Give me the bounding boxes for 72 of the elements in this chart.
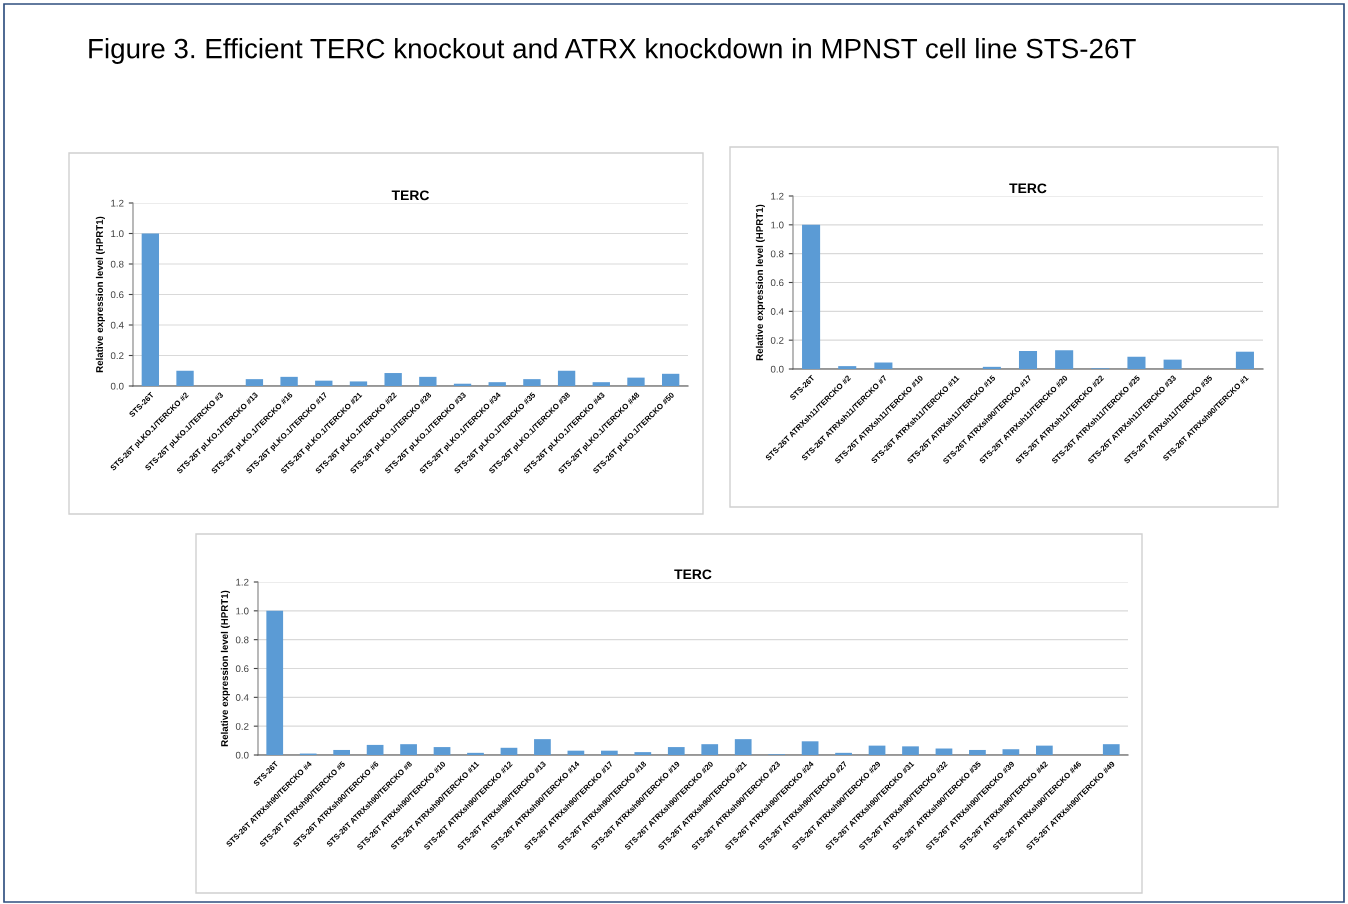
bar	[734, 739, 752, 755]
bar	[500, 747, 518, 755]
y-tick-label: 0.6	[110, 291, 124, 299]
bar	[969, 749, 986, 755]
y-tick-label: 0.8	[770, 250, 784, 258]
bar	[1055, 350, 1074, 369]
bar	[266, 610, 284, 755]
bar	[838, 366, 857, 369]
bar	[141, 233, 160, 386]
y-tick-label: 0.6	[235, 665, 249, 673]
y-tick-label: 0.8	[110, 260, 124, 268]
bar	[661, 373, 680, 386]
bar	[902, 746, 919, 755]
y-tick-label: 0.4	[235, 694, 249, 701]
y-tick-label: 0.4	[770, 308, 784, 315]
chart-title: TERC	[391, 190, 430, 201]
bar	[419, 376, 437, 386]
y-tick-label: 0.4	[110, 321, 124, 329]
bar	[1127, 356, 1146, 369]
y-tick-label: 1.0	[236, 607, 249, 615]
bar	[802, 224, 821, 369]
y-tick-label: 0.6	[770, 279, 784, 287]
y-tick-label: 0.2	[110, 352, 124, 360]
bar	[315, 380, 333, 386]
bar	[333, 749, 351, 755]
y-tick-label: 0.2	[770, 336, 784, 344]
bar	[384, 373, 402, 386]
y-tick-label: 0.8	[235, 636, 249, 644]
bar	[600, 750, 618, 755]
bar	[523, 379, 541, 386]
y-tick-label: 1.2	[111, 199, 124, 207]
bar	[801, 741, 819, 755]
bar	[982, 366, 1001, 369]
y-axis-title: Relative expression level (HPRT1)	[95, 216, 105, 373]
y-tick-label: 1.2	[236, 578, 249, 586]
bar	[245, 379, 264, 386]
y-axis-title: Relative expression level (HPRT1)	[755, 204, 765, 361]
bar	[400, 744, 417, 755]
bar	[349, 381, 368, 386]
y-tick-label: 1.2	[771, 192, 784, 200]
bar	[488, 382, 506, 386]
y-tick-label: 0.0	[110, 382, 124, 390]
y-tick-label: 0.2	[235, 722, 249, 730]
bar	[1035, 745, 1053, 755]
bar	[557, 370, 576, 386]
chart-title: TERC	[674, 569, 712, 580]
bar	[1002, 749, 1020, 755]
y-tick-label: 1.0	[111, 230, 124, 238]
bar	[433, 747, 451, 755]
bar	[701, 744, 719, 755]
bar	[1018, 350, 1038, 369]
bar	[467, 752, 484, 755]
bar	[835, 752, 852, 755]
bar	[366, 744, 384, 755]
bar	[667, 747, 685, 755]
y-tick-label: 0.0	[770, 365, 784, 373]
bar	[280, 376, 298, 386]
bar	[592, 382, 610, 386]
bar	[627, 377, 645, 386]
chart-title: TERC	[1009, 183, 1047, 194]
y-tick-label: 1.0	[771, 221, 784, 229]
bar	[634, 752, 652, 755]
bar	[874, 362, 893, 369]
bar	[1163, 359, 1182, 369]
bar	[1235, 351, 1254, 369]
bar	[868, 745, 886, 755]
bar	[534, 739, 551, 755]
y-tick-label: 0.0	[235, 751, 249, 759]
bar	[1102, 744, 1120, 755]
y-axis-title: Relative expression level (HPRT1)	[220, 590, 230, 747]
bar	[176, 370, 194, 386]
caption: Figure 3. Efficient TERC knockout and ATRX knockdown in MPNST cell line STS-26T	[89, 38, 1136, 64]
